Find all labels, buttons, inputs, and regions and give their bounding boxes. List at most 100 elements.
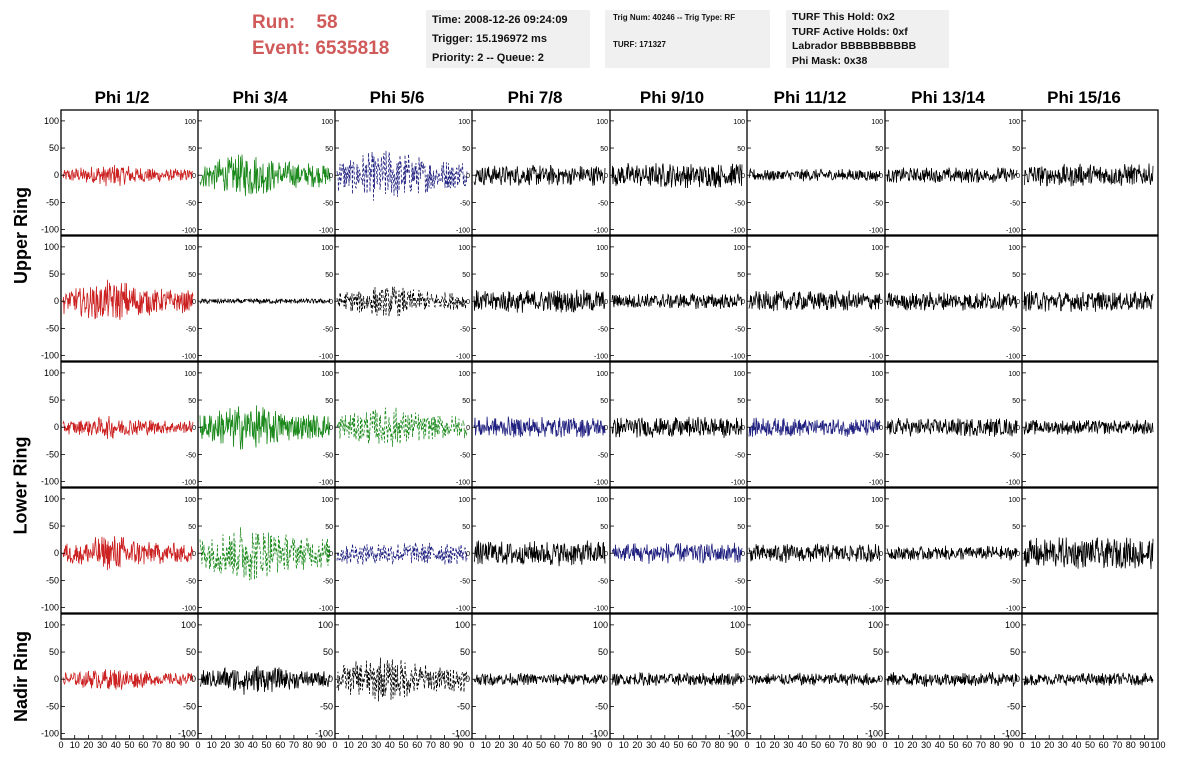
y-tick-label: 50 xyxy=(49,521,59,531)
y-tick-label: -50 xyxy=(1010,452,1020,459)
y-tick-label: -100 xyxy=(41,603,59,613)
y-tick-label: 0 xyxy=(465,674,470,684)
y-tick-label: -100 xyxy=(594,606,608,613)
y-tick-label: 100 xyxy=(871,245,883,252)
y-tick-label: 50 xyxy=(875,272,883,279)
y-tick-label: -100 xyxy=(869,480,883,487)
y-tick-label: 0 xyxy=(1015,674,1020,684)
labrador-text: Labrador BBBBBBBBBB xyxy=(792,40,917,52)
y-tick-label: -50 xyxy=(183,701,196,711)
x-tick-label: 10 xyxy=(756,740,766,750)
y-tick-label: -100 xyxy=(182,354,196,361)
y-tick-label: 50 xyxy=(735,647,745,657)
waveform-r4-c8 xyxy=(1023,537,1154,570)
x-tick-label: 70 xyxy=(701,740,711,750)
column-header-phi-7-8: Phi 7/8 xyxy=(507,88,563,107)
y-tick-label: 100 xyxy=(44,116,59,126)
y-tick-label: -100 xyxy=(319,480,333,487)
y-tick-label: 50 xyxy=(49,647,59,657)
y-tick-label: 100 xyxy=(44,620,59,630)
y-tick-label: -50 xyxy=(735,452,745,459)
waveform-r5-c7 xyxy=(886,672,1018,687)
x-tick-label: 50 xyxy=(124,740,134,750)
y-tick-label: 100 xyxy=(321,119,333,126)
y-tick-label: 50 xyxy=(600,398,608,405)
x-tick-label: 50 xyxy=(1085,740,1095,750)
y-tick-label: 50 xyxy=(462,524,470,531)
x-tick-label: 30 xyxy=(371,740,381,750)
y-tick-label: -100 xyxy=(456,606,470,613)
x-tick-label: 10 xyxy=(344,740,354,750)
y-tick-label: 0 xyxy=(603,674,608,684)
x-tick-label: 90 xyxy=(453,740,463,750)
y-tick-label: -100 xyxy=(182,606,196,613)
waveform-r4-c3 xyxy=(336,542,468,565)
y-tick-label: 0 xyxy=(740,674,745,684)
y-tick-label: 50 xyxy=(325,524,333,531)
y-tick-label: 50 xyxy=(875,524,883,531)
y-tick-label: 50 xyxy=(737,398,745,405)
turf-info-panel: TURF This Hold: 0x2 TURF Active Holds: 0… xyxy=(786,10,949,68)
y-tick-label: 50 xyxy=(1012,524,1020,531)
x-tick-label: 20 xyxy=(907,740,917,750)
y-tick-label: 0 xyxy=(741,299,745,306)
waveform-r3-c6 xyxy=(748,417,881,437)
waveform-r2-c7 xyxy=(886,291,1018,312)
y-tick-label: 0 xyxy=(329,551,333,558)
x-tick-label: 80 xyxy=(577,740,587,750)
x-tick-label: 0 xyxy=(1019,740,1024,750)
x-tick-label: 20 xyxy=(1044,740,1054,750)
y-tick-label: 0 xyxy=(1016,551,1020,558)
y-tick-label: -100 xyxy=(1006,480,1020,487)
y-tick-label: 0 xyxy=(329,299,333,306)
x-tick-label: 10 xyxy=(70,740,80,750)
y-tick-label: -50 xyxy=(186,452,196,459)
x-tick-label: 20 xyxy=(495,740,505,750)
trigger-text: Trigger: 15.196972 ms xyxy=(432,33,547,45)
y-tick-label: 100 xyxy=(44,494,59,504)
y-tick-label: -100 xyxy=(865,729,883,739)
y-tick-label: 0 xyxy=(741,425,745,432)
y-tick-label: 0 xyxy=(54,422,59,432)
y-tick-label: -50 xyxy=(46,449,59,459)
run-event-box: Run: 58 Event: 6535818 xyxy=(252,10,389,62)
y-tick-label: 50 xyxy=(462,272,470,279)
x-tick-label: 20 xyxy=(357,740,367,750)
waveform-r2-c2 xyxy=(199,297,331,305)
waveform-r5-c3 xyxy=(336,657,468,702)
y-tick-label: 100 xyxy=(596,371,608,378)
y-tick-label: -50 xyxy=(598,578,608,585)
waveform-r1-c6 xyxy=(748,167,881,182)
y-tick-label: 100 xyxy=(733,245,745,252)
y-tick-label: 100 xyxy=(1008,119,1020,126)
y-tick-label: -50 xyxy=(735,326,745,333)
y-tick-label: -100 xyxy=(182,480,196,487)
x-tick-label: 60 xyxy=(138,740,148,750)
y-tick-label: -100 xyxy=(319,606,333,613)
y-tick-label: 50 xyxy=(875,146,883,153)
x-tick-label: 90 xyxy=(866,740,876,750)
y-tick-label: 100 xyxy=(596,119,608,126)
y-tick-label: 0 xyxy=(329,425,333,432)
waveform-r4-c6 xyxy=(748,543,881,564)
y-tick-label: 0 xyxy=(466,551,470,558)
x-tick-label: 100 xyxy=(1150,740,1165,750)
x-tick-label: 40 xyxy=(248,740,258,750)
y-tick-label: -100 xyxy=(456,228,470,235)
y-tick-label: 50 xyxy=(600,272,608,279)
y-tick-label: -50 xyxy=(186,200,196,207)
y-tick-label: -100 xyxy=(731,354,745,361)
waveform-r1-c8 xyxy=(1023,163,1154,187)
y-tick-label: -100 xyxy=(41,351,59,361)
x-tick-label: 30 xyxy=(97,740,107,750)
waveform-r2-c6 xyxy=(748,290,881,312)
turf-hold-text: TURF This Hold: 0x2 xyxy=(792,11,895,23)
y-tick-label: -50 xyxy=(323,326,333,333)
y-tick-label: 50 xyxy=(1010,647,1020,657)
y-tick-label: 0 xyxy=(741,173,745,180)
y-tick-label: 0 xyxy=(879,425,883,432)
y-tick-label: -50 xyxy=(323,452,333,459)
y-tick-label: 100 xyxy=(1008,245,1020,252)
x-tick-label: 40 xyxy=(1071,740,1081,750)
